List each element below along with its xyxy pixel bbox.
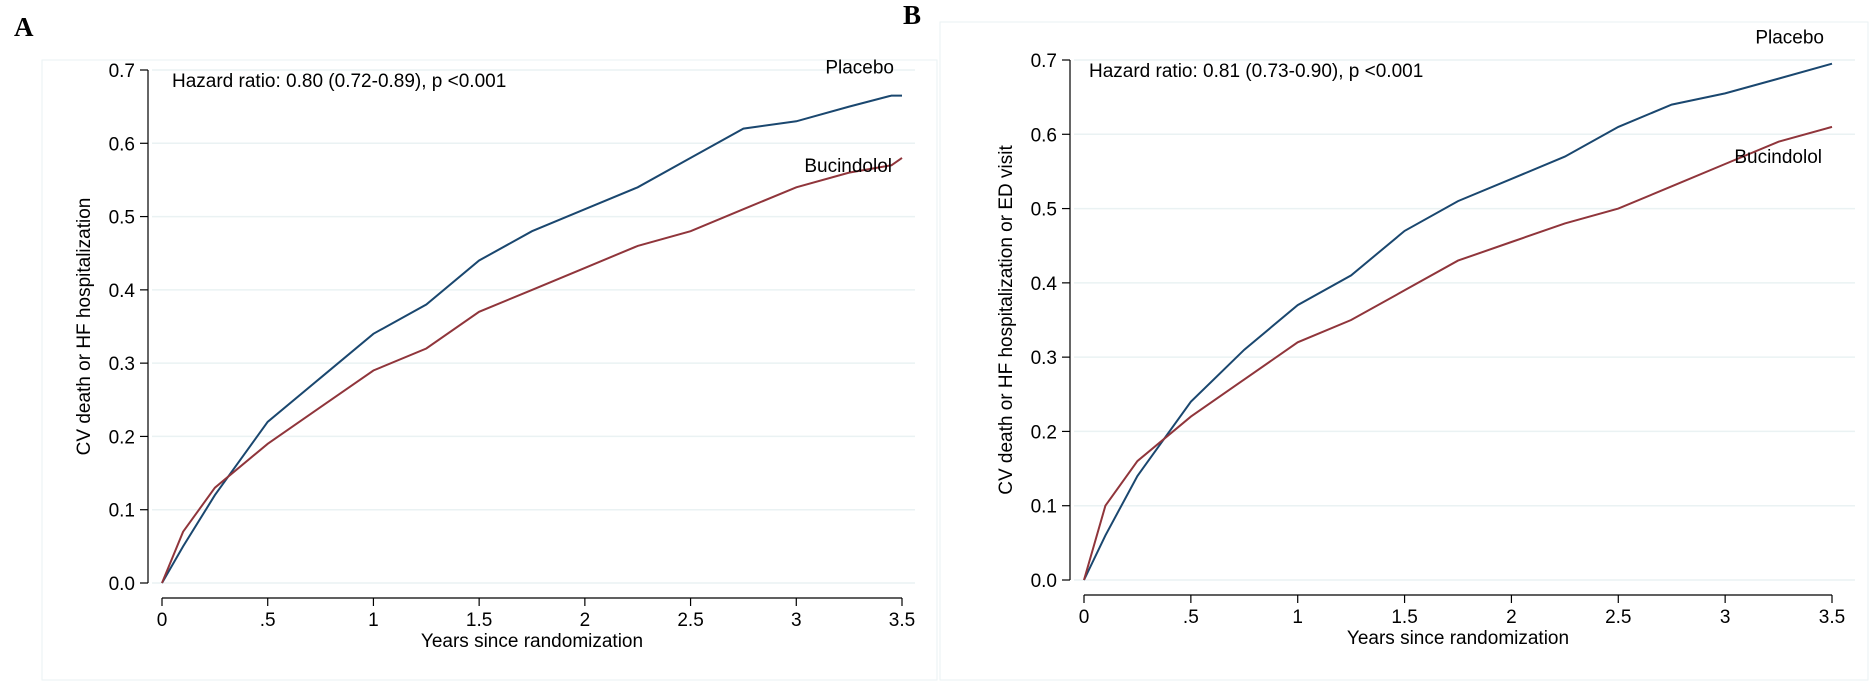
series-line <box>161 157 903 584</box>
series-line <box>161 94 902 584</box>
x-tick-label: 0 <box>157 610 168 631</box>
x-tick-label: 3.5 <box>889 610 915 631</box>
panel-label: B <box>903 0 921 30</box>
y-tick-label: 0.3 <box>1031 348 1057 369</box>
y-tick-label: 0.7 <box>109 61 135 82</box>
x-tick-label: 3 <box>791 610 802 631</box>
y-tick-label: 0.7 <box>1031 51 1057 72</box>
x-tick-label: 2.5 <box>677 610 703 631</box>
x-tick-label: 1.5 <box>1391 607 1417 628</box>
y-tick-label: 0.2 <box>1031 422 1057 443</box>
x-tick-label: 2 <box>1506 607 1517 628</box>
y-axis-title: CV death or HF hospitalization <box>74 198 95 456</box>
x-axis-title: Years since randomization <box>421 631 643 652</box>
annotation: Hazard ratio: 0.81 (0.73-0.90), p <0.001 <box>1089 61 1423 82</box>
y-tick-label: 0.1 <box>1031 497 1057 518</box>
y-tick-label: 0.6 <box>109 134 135 155</box>
legend-label: Bucindolol <box>1734 147 1822 168</box>
x-axis-title: Years since randomization <box>1347 628 1569 649</box>
y-tick-label: 0.2 <box>109 427 135 448</box>
panel-background <box>939 21 1869 681</box>
y-tick-label: 0.4 <box>109 281 136 302</box>
x-tick-label: 2.5 <box>1605 607 1631 628</box>
x-tick-label: 1.5 <box>466 610 492 631</box>
panel-background <box>41 59 938 681</box>
x-tick-label: 2 <box>580 610 591 631</box>
panel-label: A <box>14 12 34 42</box>
x-tick-label: .5 <box>260 610 276 631</box>
y-tick-label: 0.0 <box>109 574 135 595</box>
y-tick-label: 0.6 <box>1031 125 1057 146</box>
y-tick-label: 0.3 <box>109 354 135 375</box>
legend-label: Placebo <box>825 58 894 79</box>
x-tick-label: 3.5 <box>1819 607 1845 628</box>
x-tick-label: .5 <box>1183 607 1199 628</box>
x-tick-label: 0 <box>1079 607 1090 628</box>
x-tick-label: 1 <box>368 610 379 631</box>
legend-label: Placebo <box>1755 28 1824 49</box>
y-tick-label: 0.5 <box>1031 200 1057 221</box>
y-axis-title: CV death or HF hospitalization or ED vis… <box>996 145 1017 495</box>
x-tick-label: 1 <box>1292 607 1303 628</box>
annotation: Hazard ratio: 0.80 (0.72-0.89), p <0.001 <box>172 71 506 92</box>
y-tick-label: 0.5 <box>109 208 135 229</box>
x-tick-label: 3 <box>1720 607 1731 628</box>
series-line <box>1083 125 1833 581</box>
y-tick-label: 0.1 <box>109 501 135 522</box>
legend-label: Bucindolol <box>804 156 892 177</box>
y-tick-label: 0.4 <box>1031 274 1058 295</box>
y-tick-label: 0.0 <box>1031 571 1057 592</box>
